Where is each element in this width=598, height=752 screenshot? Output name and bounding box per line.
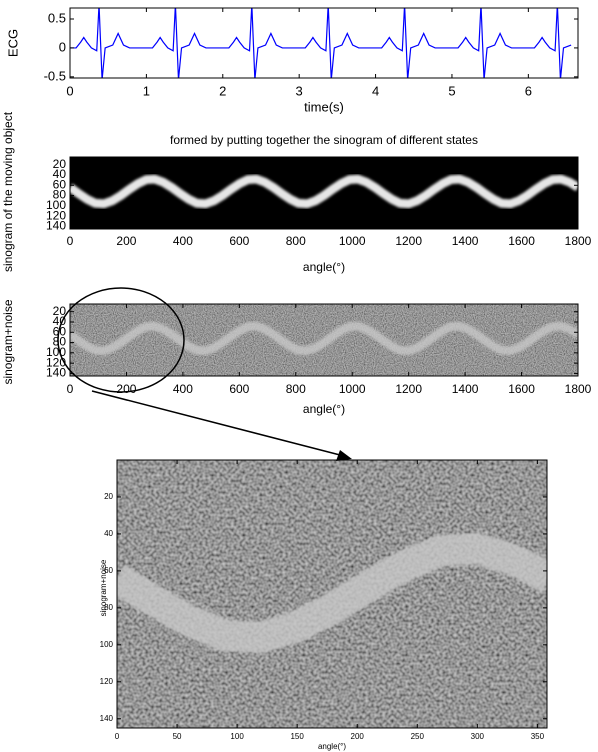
x-axis-label: angle(°): [303, 402, 345, 416]
sinogram-band: [70, 174, 578, 209]
zoom-ellipse: [57, 287, 185, 393]
x-tick-label: 800: [286, 382, 306, 396]
x-tick-label: 1200: [395, 234, 422, 248]
axes-box: [69, 156, 579, 230]
y-tick-label: 80: [53, 335, 67, 349]
y-tick-label: 120: [100, 677, 114, 686]
x-tick-label: 0: [67, 234, 74, 248]
y-tick-label: 20: [104, 492, 113, 501]
x-tick-label: 400: [173, 234, 193, 248]
y-tick-label: 140: [46, 219, 66, 233]
y-tick-label: 40: [104, 529, 113, 538]
sinogram-band: [70, 321, 578, 356]
y-axis-label: sinogram+noise: [99, 559, 108, 616]
x-tick-label: 0: [67, 382, 74, 396]
x-tick-label: 250: [411, 732, 425, 741]
x-tick-label: 1800: [565, 382, 592, 396]
y-axis-label: sinogram of the moving object: [1, 111, 15, 272]
x-tick-label: 50: [173, 732, 182, 741]
zoom-arrow: [91, 390, 341, 456]
y-tick-label: 60: [104, 566, 113, 575]
x-tick-label: 600: [229, 234, 249, 248]
axes-box: [69, 303, 579, 377]
y-tick-label: 140: [100, 714, 114, 723]
x-tick-label: 150: [290, 732, 304, 741]
x-tick-label: 1800: [565, 234, 592, 248]
x-axis-label: time(s): [304, 99, 344, 114]
x-tick-label: 100: [230, 732, 244, 741]
x-tick-label: 400: [173, 382, 193, 396]
y-tick-label: 0.5: [48, 10, 66, 25]
x-tick-label: 200: [351, 732, 365, 741]
x-tick-label: 2: [219, 83, 226, 98]
sinogram-band: [117, 533, 547, 654]
zoom-arrowhead: [336, 450, 352, 461]
x-tick-label: 4: [372, 83, 379, 98]
x-tick-label: 1400: [452, 234, 479, 248]
x-tick-label: 0: [115, 732, 120, 741]
x-tick-label: 300: [471, 732, 485, 741]
y-tick-label: 100: [46, 198, 66, 212]
ecg-line: [70, 8, 572, 78]
x-tick-label: 6: [525, 83, 532, 98]
x-tick-label: 1600: [508, 234, 535, 248]
x-tick-label: 1: [143, 83, 150, 98]
y-tick-label: 140: [46, 366, 66, 380]
chart-title: formed by putting together the sinogram …: [170, 133, 478, 147]
y-tick-label: 20: [53, 304, 67, 318]
y-tick-label: 100: [100, 640, 114, 649]
y-tick-label: 80: [53, 188, 67, 202]
x-tick-label: 1000: [339, 234, 366, 248]
y-tick-label: 80: [104, 603, 113, 612]
x-tick-label: 1200: [395, 382, 422, 396]
y-tick-label: -0.5: [44, 68, 66, 83]
x-tick-label: 3: [296, 83, 303, 98]
x-tick-label: 800: [286, 234, 306, 248]
y-axis-label: sinogram+noise: [1, 299, 15, 384]
y-tick-label: 20: [53, 157, 67, 171]
x-axis-label: angle(°): [303, 260, 345, 274]
x-tick-label: 600: [229, 382, 249, 396]
x-tick-label: 200: [116, 234, 136, 248]
y-tick-label: 40: [53, 167, 67, 181]
y-tick-label: 60: [53, 177, 67, 191]
axes-box: [69, 7, 579, 79]
y-axis-label: ECG: [5, 29, 20, 57]
axes-box: [116, 459, 548, 729]
x-axis-label: angle(°): [318, 742, 346, 751]
x-tick-label: 1600: [508, 382, 535, 396]
x-tick-label: 1000: [339, 382, 366, 396]
x-tick-label: 200: [116, 382, 136, 396]
x-tick-label: 350: [531, 732, 545, 741]
x-tick-label: 5: [448, 83, 455, 98]
x-tick-label: 1400: [452, 382, 479, 396]
y-tick-label: 120: [46, 208, 66, 222]
y-tick-label: 40: [53, 314, 67, 328]
y-tick-label: 0: [59, 39, 66, 54]
x-tick-label: 0: [66, 83, 73, 98]
